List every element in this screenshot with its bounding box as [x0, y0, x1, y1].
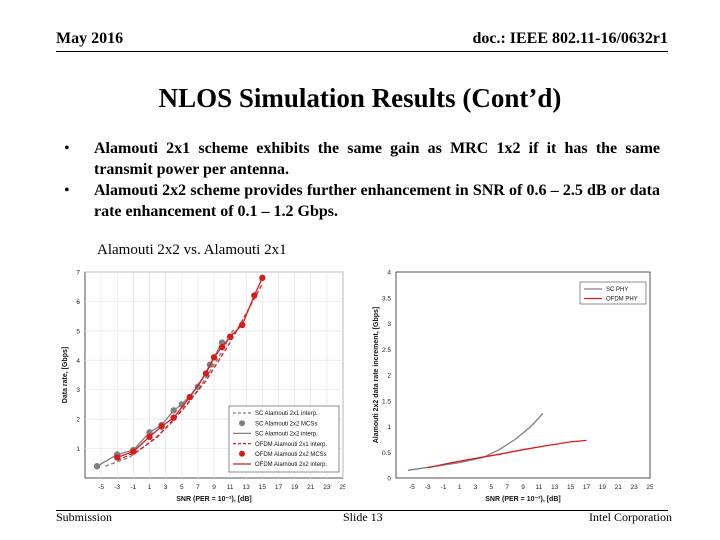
plot-area [395, 271, 651, 479]
x-tick-label: 13 [551, 484, 559, 491]
footer-organization: Intel Corporation [589, 510, 672, 524]
legend-marker [239, 450, 245, 457]
legend-label: OFDM Alamouti 2x2 MCSs [255, 452, 327, 458]
y-axis-label: Data rate, [Gbps] [62, 347, 69, 403]
y-tick-label: 2 [387, 373, 391, 380]
y-tick-label: 3.5 [382, 295, 391, 302]
y-tick-label: 2 [76, 417, 80, 424]
x-tick-label: 25 [339, 484, 345, 491]
header-date: May 2016 [56, 30, 124, 47]
legend-label: SC Alamouti 2x2 interp. [255, 432, 318, 438]
footer-divider [56, 510, 668, 511]
header-divider [56, 51, 668, 52]
bullet-item: • Alamouti 2x2 scheme provides further e… [60, 180, 660, 222]
x-tick-label: 15 [259, 484, 267, 491]
legend-label: OFDM Alamouti 2x2 interp. [255, 462, 327, 468]
legend-label: SC Alamouti 2x1 interp. [255, 411, 318, 417]
x-tick-label: 9 [521, 484, 525, 491]
legend-marker [239, 420, 245, 427]
legend-label: SC Alamouti 2x2 MCSs [255, 421, 317, 427]
x-tick-label: -1 [441, 484, 447, 491]
x-tick-label: 19 [599, 484, 607, 491]
x-tick-label: -3 [425, 484, 431, 491]
y-tick-label: 4 [76, 358, 80, 365]
x-tick-label: 19 [291, 484, 299, 491]
data-rate-increment-chart: -5 -3 -1 1 3 5 7 9 11 13 15 17 19 21 23 2500.511.522.53… [373, 270, 653, 504]
x-tick-label: 1 [148, 484, 152, 491]
x-tick-label: 21 [307, 484, 315, 491]
x-tick-label: 9 [212, 484, 216, 491]
slide-title: NLOS Simulation Results (Cont’d) [158, 83, 562, 113]
legend: SC Alamouti 2x1 interp. SC Alamouti 2x2 M… [228, 405, 340, 473]
y-tick-label: 2.5 [382, 347, 391, 354]
x-tick-label: 3 [474, 484, 478, 491]
y-tick-label: 5 [76, 328, 80, 335]
series-line [117, 277, 263, 459]
x-tick-label: 23 [631, 484, 639, 491]
data-point [259, 274, 266, 282]
x-tick-label: 5 [180, 484, 184, 491]
y-tick-label: 3 [76, 387, 80, 394]
legend: SC PHY OFDM PHY [579, 281, 647, 305]
chart-caption: Alamouti 2x2 vs. Alamouti 2x1 [97, 242, 287, 258]
x-tick-label: -1 [130, 484, 136, 491]
legend-box [228, 405, 340, 473]
y-tick-label: 1 [76, 446, 80, 453]
x-tick-label: 7 [196, 484, 200, 491]
bullet-list: • Alamouti 2x1 scheme exhibits the same … [60, 138, 660, 222]
y-tick-label: 0.5 [382, 450, 391, 457]
bullet-text: Alamouti 2x2 scheme provides further enh… [94, 182, 660, 220]
y-tick-label: 6 [76, 299, 80, 306]
x-tick-label: 7 [505, 484, 509, 491]
legend-label: OFDM Alamouti 2x1 interp. [255, 442, 327, 448]
x-tick-label: 3 [164, 484, 168, 491]
x-tick-label: 17 [583, 484, 591, 491]
data-point [114, 454, 121, 461]
x-tick-label: 13 [243, 484, 251, 491]
x-tick-label: 17 [275, 484, 283, 491]
bullet-symbol: • [64, 140, 70, 157]
x-tick-label: 23 [323, 484, 331, 491]
bullet-symbol: • [64, 182, 70, 199]
footer-submission: Submission [56, 510, 113, 524]
series-line [427, 439, 587, 469]
x-tick-label: 1 [458, 484, 462, 491]
x-axis-label: SNR (PER = 10⁻²), [dB] [485, 496, 560, 503]
legend-label: OFDM PHY [606, 297, 638, 303]
y-tick-label: 4 [387, 270, 391, 277]
x-tick-label: 11 [227, 484, 234, 491]
legend-label: SC PHY [606, 287, 628, 293]
x-tick-label: -5 [409, 484, 415, 491]
bullet-item: • Alamouti 2x1 scheme exhibits the same … [60, 138, 660, 180]
y-tick-label: 3 [387, 321, 391, 328]
y-tick-label: 1 [387, 424, 391, 431]
x-tick-label: 15 [567, 484, 575, 491]
footer-slide-number: Slide 13 [343, 510, 383, 524]
x-tick-label: 11 [536, 484, 543, 491]
x-tick-label: 5 [489, 484, 493, 491]
y-tick-label: 0 [387, 476, 391, 483]
x-axis-label: SNR (PER = 10⁻²), [dB] [176, 496, 251, 503]
y-axis-label: Alamouti 2x2 data rate increment, [Gbps] [373, 307, 380, 444]
x-tick-label: 25 [646, 484, 653, 491]
y-tick-label: 1.5 [382, 398, 391, 405]
x-tick-label: 21 [615, 484, 623, 491]
y-tick-label: 7 [76, 270, 80, 277]
x-tick-label: -3 [114, 484, 120, 491]
header-doc-id: doc.: IEEE 802.11-16/0632r1 [472, 30, 668, 47]
series-line [117, 283, 263, 461]
data-point [93, 463, 101, 470]
x-tick-label: -5 [98, 484, 104, 491]
bullet-text: Alamouti 2x1 scheme exhibits the same ga… [94, 140, 660, 178]
